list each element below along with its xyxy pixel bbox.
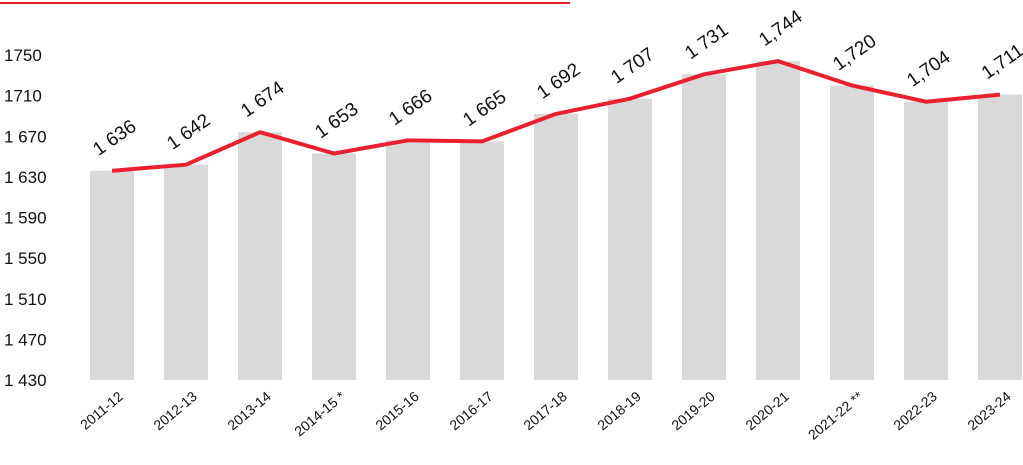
- bar: [608, 98, 652, 380]
- x-tick-label: 2018-19: [594, 388, 644, 433]
- x-tick-label: 2022-23: [890, 388, 940, 433]
- y-tick-label: 1 550: [4, 249, 47, 268]
- line: [111, 59, 1001, 173]
- data-label: 1 674: [237, 77, 288, 122]
- y-tick-label: 1750: [4, 46, 42, 65]
- bar: [90, 170, 134, 380]
- bar: [386, 140, 430, 380]
- x-tick-label: 2011-12: [77, 388, 126, 433]
- bar: [312, 153, 356, 380]
- bar: [682, 74, 726, 380]
- bar: [756, 61, 800, 380]
- y-tick-label: 1 510: [4, 290, 47, 309]
- bar: [978, 94, 1022, 380]
- x-tick-label: 2014-15 *: [291, 388, 348, 440]
- bar: [164, 164, 208, 380]
- bar: [830, 85, 874, 380]
- data-label: 1 731: [681, 20, 732, 64]
- y-tick-label: 1 590: [4, 209, 47, 228]
- data-label: 1,720: [829, 31, 880, 75]
- bar: [238, 132, 282, 380]
- x-tick-label: 2017-18: [520, 388, 570, 433]
- y-tick-label: 1 670: [4, 127, 47, 146]
- bar: [460, 141, 504, 380]
- y-tick-label: 1 630: [4, 168, 47, 187]
- x-tick-label: 2013-14: [224, 388, 274, 433]
- y-tick-label: 1 470: [4, 330, 47, 349]
- x-tick-label: 2019-20: [668, 388, 718, 433]
- bar: [904, 101, 948, 380]
- data-label: 1 692: [533, 59, 584, 103]
- data-label: 1 653: [311, 99, 362, 143]
- x-tick-label: 2015-16: [372, 388, 422, 433]
- data-label: 1 636: [89, 116, 140, 160]
- x-tick-label: 2020-21: [742, 388, 792, 433]
- x-tick-label: 2012-13: [150, 388, 200, 433]
- y-tick-label: 1 430: [4, 371, 47, 390]
- data-label: 1 642: [163, 110, 214, 154]
- data-label: 1 707: [607, 44, 658, 88]
- x-tick-label: 2021-22 **: [805, 388, 866, 443]
- x-tick-label: 2016-17: [446, 388, 496, 433]
- data-label: 1,711: [978, 40, 1023, 84]
- x-tick-label: 2023-24: [964, 388, 1014, 433]
- bar: [534, 113, 578, 380]
- data-label: 1 665: [459, 87, 510, 131]
- y-tick-label: 1710: [4, 87, 42, 106]
- data-label: 1,704: [903, 47, 954, 92]
- data-label: 1,744: [755, 6, 806, 51]
- data-label: 1 666: [385, 86, 436, 130]
